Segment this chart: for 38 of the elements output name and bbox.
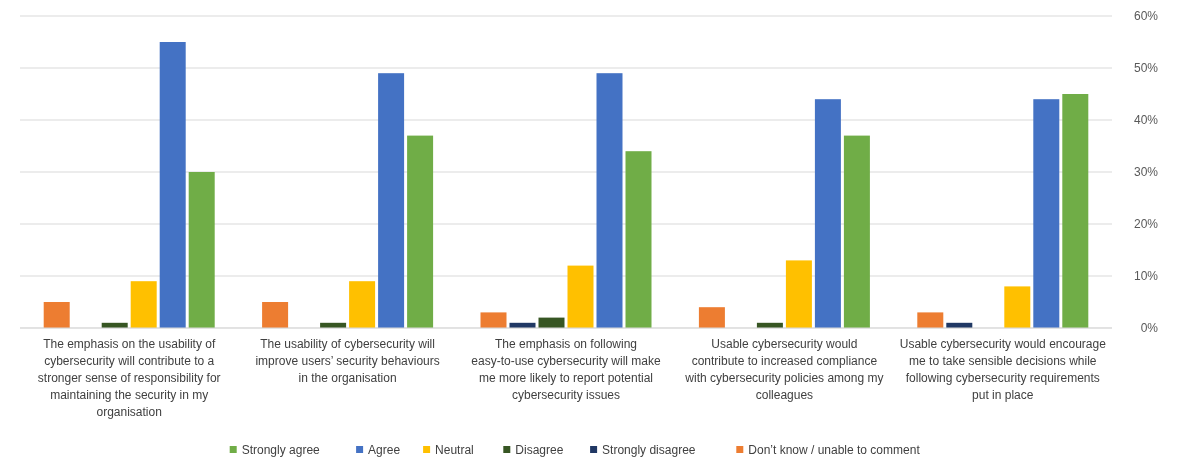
legend-label: Strongly disagree — [602, 443, 696, 457]
y-tick-label: 60% — [1133, 9, 1159, 24]
bar — [480, 312, 507, 328]
y-tick-label: 30% — [1133, 165, 1159, 180]
x-tick-label: Usable cybersecurity would encourage me to take sensible decisions while following cybersecurity requirements put in place — [899, 337, 1107, 402]
bar — [1062, 94, 1089, 328]
bar — [262, 302, 289, 328]
bar — [785, 260, 812, 328]
bar — [407, 135, 434, 328]
bar — [349, 281, 376, 328]
legend-label: Agree — [368, 443, 401, 457]
y-tick-label: 0% — [1140, 321, 1159, 336]
bar — [378, 73, 405, 328]
bar — [596, 73, 623, 328]
legend-label: Strongly agree — [241, 443, 321, 457]
y-tick-label: 50% — [1133, 61, 1159, 76]
bar — [188, 172, 215, 328]
bar — [1033, 99, 1060, 328]
bar — [1004, 286, 1031, 328]
legend-label: Neutral — [435, 443, 474, 457]
y-tick-label: 20% — [1133, 217, 1159, 232]
legend-label: Don’t know / unable to comment — [748, 443, 921, 457]
bar — [159, 42, 186, 328]
bar — [567, 265, 594, 328]
bar — [917, 312, 944, 328]
x-tick-label: The usability of cybersecurity will improve users’ security behaviours in the organisation — [255, 337, 440, 385]
bar — [130, 281, 157, 328]
y-tick-label: 10% — [1133, 269, 1159, 284]
x-tick-label: Usable cybersecurity would contribute to increased compliance with cybersecurity policies among my colleagues — [684, 337, 884, 402]
bar — [625, 151, 652, 328]
legend-label: Disagree — [515, 443, 564, 457]
bar — [43, 302, 70, 328]
bar — [843, 135, 870, 328]
x-tick-label: The emphasis on the usability of cybersecurity will contribute to a stronger sense of responsibility for maintaining the security in my organisation — [37, 337, 221, 419]
y-tick-label: 40% — [1133, 113, 1159, 128]
bar — [814, 99, 841, 328]
bar — [698, 307, 725, 328]
x-tick-label: The emphasis on following easy-to-use cybersecurity will make me more likely to report potential cybersecurity issues — [471, 337, 662, 402]
